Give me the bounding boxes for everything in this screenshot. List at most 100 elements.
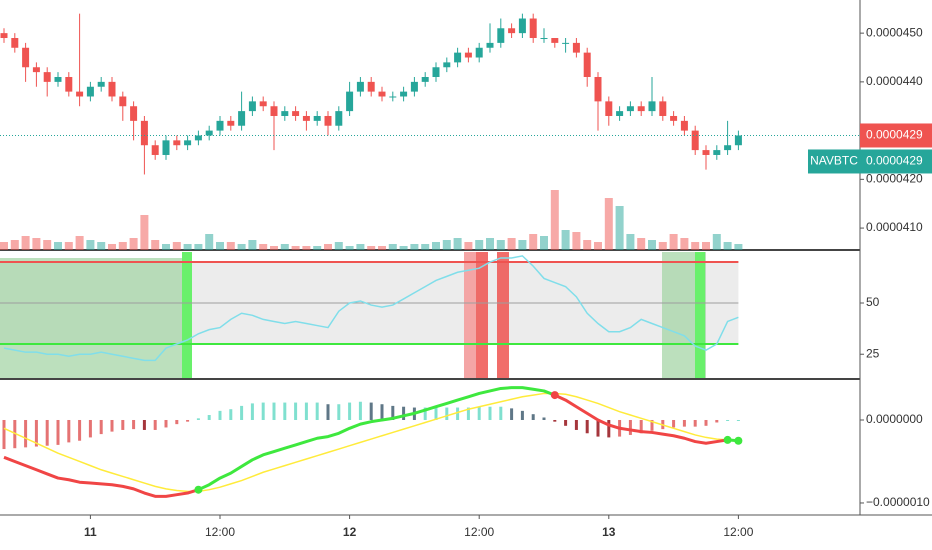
histogram-bar — [196, 418, 200, 420]
volume-bar — [712, 234, 721, 250]
candle-body — [691, 130, 699, 151]
histogram-bar — [650, 419, 654, 431]
candle-body — [605, 101, 613, 116]
histogram-bar — [639, 419, 643, 434]
x-tick-label: 13 — [602, 525, 616, 539]
candle-body — [238, 111, 246, 126]
volume-bar — [723, 242, 732, 250]
volume-bar — [388, 244, 397, 250]
histogram-bar — [304, 402, 308, 420]
volume-bar — [302, 246, 311, 250]
candle-body — [43, 72, 51, 82]
symbol-label: NAVBTC — [810, 154, 858, 168]
candle-body — [529, 18, 537, 39]
volume-bar — [32, 238, 41, 250]
candle-body — [248, 101, 256, 112]
candle-body — [184, 140, 192, 146]
candle-body — [378, 91, 386, 97]
histogram-bar — [715, 419, 719, 423]
histogram-bar — [423, 407, 427, 420]
candle-body — [702, 150, 710, 155]
volume-bar — [604, 198, 613, 250]
volume-bar — [432, 242, 440, 250]
rsi-line — [3, 255, 739, 362]
volume-bar — [86, 240, 95, 250]
volume-bar — [421, 244, 430, 250]
candle-body — [475, 47, 483, 58]
candle-body — [302, 115, 310, 121]
y-tick-label: 0.0000440 — [866, 74, 923, 88]
candle-body — [486, 42, 494, 48]
volume-bar — [270, 246, 278, 250]
y-tick-label: 0.0000410 — [866, 220, 923, 234]
volume-bar — [334, 242, 343, 250]
candle-body — [162, 140, 170, 155]
candle-body — [518, 18, 526, 34]
candle-body — [616, 111, 624, 116]
volume-bar — [324, 244, 332, 250]
candle-body — [335, 111, 343, 126]
histogram-bar — [240, 405, 244, 420]
volume-bar — [43, 240, 52, 250]
histogram-bar — [736, 419, 740, 421]
candle-body — [367, 81, 375, 92]
histogram-bar — [272, 402, 276, 420]
histogram-bar — [326, 404, 330, 420]
volume-bar — [691, 242, 700, 250]
buy-signal — [182, 252, 192, 378]
last-price-label: 0.0000429 — [866, 128, 923, 142]
volume-bar — [151, 240, 160, 250]
histogram-bar — [88, 419, 92, 438]
candle-body — [65, 76, 73, 92]
histogram-bar — [315, 402, 319, 420]
histogram-bar — [283, 402, 287, 420]
volume-bar — [194, 244, 203, 250]
candle-body — [443, 62, 451, 68]
signal-line — [3, 392, 739, 493]
volume-bar — [0, 242, 8, 250]
histogram-bar — [704, 419, 708, 426]
candle-body — [508, 28, 516, 34]
volume-bar — [216, 242, 224, 250]
histogram-bar — [45, 419, 49, 446]
histogram-bar — [531, 414, 535, 420]
volume-bar — [378, 246, 386, 250]
candle-body — [540, 38, 548, 40]
oversold-zone — [0, 258, 190, 378]
symbol-price-label: 0.0000429 — [866, 154, 923, 168]
volume-bar — [54, 242, 62, 250]
histogram-bar — [2, 419, 6, 450]
candle-body — [346, 91, 354, 112]
candle-body — [648, 101, 656, 112]
candle-body — [216, 120, 224, 131]
histogram-bar — [34, 419, 38, 447]
x-tick-label: 11 — [84, 525, 97, 539]
candle-body — [11, 38, 19, 48]
volume-bar — [496, 240, 505, 250]
candle-body — [227, 120, 235, 126]
histogram-bar — [250, 403, 254, 420]
volume-bar — [583, 240, 592, 250]
candle-body — [464, 52, 472, 58]
y-tick-label: −0.0000010 — [866, 495, 930, 509]
sell-signal — [476, 252, 488, 378]
histogram-bar — [596, 419, 600, 437]
cross-dot — [734, 436, 743, 445]
volume-bar — [183, 244, 192, 250]
histogram-bar — [574, 419, 578, 430]
histogram-bar — [434, 407, 438, 420]
histogram-bar — [67, 419, 71, 443]
y-tick-label: 0.0000450 — [866, 25, 923, 39]
volume-bar — [658, 242, 667, 250]
candle-body — [86, 86, 94, 97]
volume-bar — [572, 232, 581, 250]
candle-body — [194, 135, 202, 141]
histogram-bar — [110, 419, 114, 432]
histogram-bar — [510, 408, 514, 420]
volume-bar — [75, 236, 84, 250]
histogram-bar — [553, 419, 557, 422]
y-tick-label: 0.0000420 — [866, 172, 923, 186]
volume-bar — [291, 246, 300, 250]
volume-bar — [648, 240, 656, 250]
